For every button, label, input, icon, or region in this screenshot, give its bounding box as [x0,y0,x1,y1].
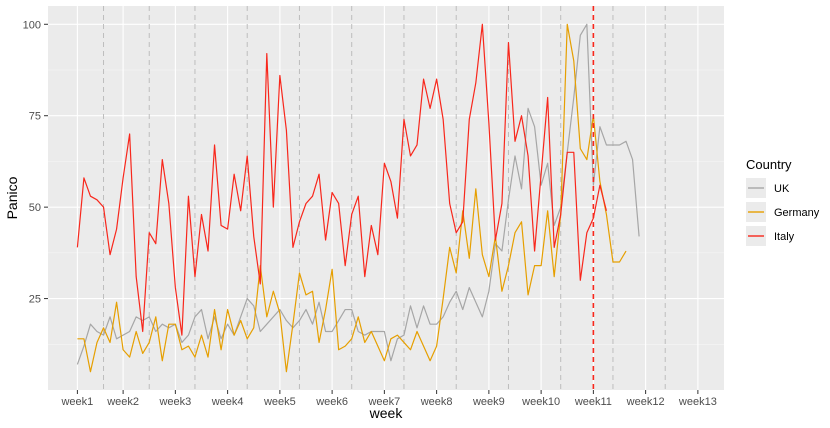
x-tick-label: week1 [60,396,93,408]
x-axis-title: week [369,405,404,421]
y-tick-label: 50 [29,202,41,214]
y-tick-label: 100 [23,19,41,31]
legend-title: Country [746,157,792,172]
x-tick-label: week13 [678,396,717,408]
legend-label-italy: Italy [774,231,795,243]
x-tick-label: week11 [574,396,612,408]
y-tick-label: 25 [29,294,41,306]
legend: Country UK Germany Italy [746,157,820,246]
x-tick-label: week12 [626,396,665,408]
legend-label-germany: Germany [774,207,820,219]
x-tick-label: week5 [263,396,296,408]
y-axis-title: Panico [4,176,20,219]
x-tick-label: week8 [420,396,453,408]
y-axis: 25 50 75 100 [23,19,48,305]
legend-label-uk: UK [774,183,790,195]
y-tick-label: 75 [29,111,41,123]
x-tick-label: week9 [472,396,505,408]
x-tick-label: week4 [211,396,244,408]
x-tick-label: week10 [521,396,560,408]
x-tick-label: week2 [106,396,139,408]
legend-items: UK Germany Italy [746,178,820,246]
x-tick-label: week6 [315,396,348,408]
x-tick-label: week3 [158,396,191,408]
